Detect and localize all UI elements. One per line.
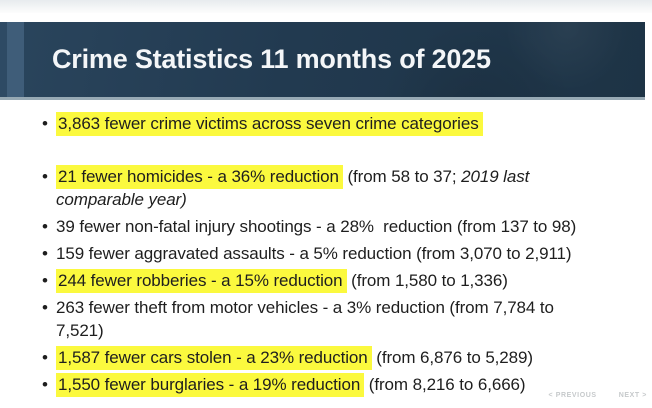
bullet-text: 244 fewer robberies - a 15% reduction (f…: [56, 269, 508, 293]
bullet-icon: •: [42, 375, 48, 394]
list-item: • 263 fewer theft from motor vehicles - a…: [40, 296, 650, 342]
bullet-icon: •: [42, 217, 48, 236]
bullet-text: 3,863 fewer crime victims across seven c…: [56, 112, 483, 136]
bullet-text: 1,550 fewer burglaries - a 19% reduction…: [56, 373, 526, 397]
bullet-text: 263 fewer theft from motor vehicles - a …: [56, 296, 554, 342]
bullet-text: 159 fewer aggravated assaults - a 5% red…: [56, 242, 572, 265]
list-item: • 1,587 fewer cars stolen - a 23% reducti…: [40, 346, 650, 370]
top-strip: [0, 0, 652, 13]
bullet-text: 21 fewer homicides - a 36% reduction (fr…: [56, 165, 529, 211]
slide-header: Crime Statistics 11 months of 2025: [0, 22, 645, 100]
bullet-icon: •: [42, 244, 48, 263]
text-segment: 2019 last: [461, 167, 530, 186]
bullet-icon: •: [42, 348, 48, 367]
text-segment: (from 8,216 to 6,666): [364, 375, 526, 394]
crime-stats-list: • 3,863 fewer crime victims across seven …: [40, 112, 650, 397]
highlighted-text: 21 fewer homicides - a 36% reduction: [56, 165, 343, 189]
list-item: • 21 fewer homicides - a 36% reduction (f…: [40, 165, 650, 211]
bullet-icon: •: [42, 271, 48, 290]
next-button[interactable]: NEXT >: [618, 392, 647, 399]
text-segment: 7,521): [56, 321, 104, 340]
list-item: • 244 fewer robberies - a 15% reduction (…: [40, 269, 650, 293]
text-segment: 263 fewer theft from motor vehicles - a …: [56, 298, 554, 317]
header-accent-bar-dark: [0, 22, 7, 97]
list-item: • 39 fewer non-fatal injury shootings - a…: [40, 215, 650, 238]
list-item: • 3,863 fewer crime victims across seven …: [40, 112, 650, 136]
bullet-text: 39 fewer non-fatal injury shootings - a …: [56, 215, 576, 238]
highlighted-text: 1,587 fewer cars stolen - a 23% reductio…: [56, 346, 372, 370]
header-accent-bar-light: [7, 22, 24, 97]
slide-navigation: < PREVIOUS NEXT >: [548, 392, 647, 399]
page-title: Crime Statistics 11 months of 2025: [52, 44, 491, 74]
text-segment: 39 fewer non-fatal injury shootings - a …: [56, 217, 577, 236]
text-segment: (from 58 to 37;: [342, 167, 462, 186]
highlighted-text: 244 fewer robberies - a 15% reduction: [56, 269, 347, 293]
text-segment: 159 fewer aggravated assaults - a 5% red…: [56, 244, 572, 263]
highlighted-text: 3,863 fewer crime victims across seven c…: [56, 112, 483, 136]
bullet-icon: •: [42, 167, 48, 186]
highlighted-text: 1,550 fewer burglaries - a 19% reduction: [56, 373, 365, 397]
previous-button[interactable]: < PREVIOUS: [548, 392, 597, 399]
list-item: • 1,550 fewer burglaries - a 19% reductio…: [40, 373, 650, 397]
bullet-text: 1,587 fewer cars stolen - a 23% reductio…: [56, 346, 533, 370]
slide-content: • 3,863 fewer crime victims across seven …: [40, 112, 650, 400]
bullet-icon: •: [42, 114, 48, 133]
text-segment: (from 1,580 to 1,336): [346, 271, 508, 290]
list-item: • 159 fewer aggravated assaults - a 5% re…: [40, 242, 650, 265]
bullet-icon: •: [42, 298, 48, 317]
text-segment: (from 6,876 to 5,289): [371, 348, 533, 367]
text-segment: comparable year): [56, 190, 187, 209]
